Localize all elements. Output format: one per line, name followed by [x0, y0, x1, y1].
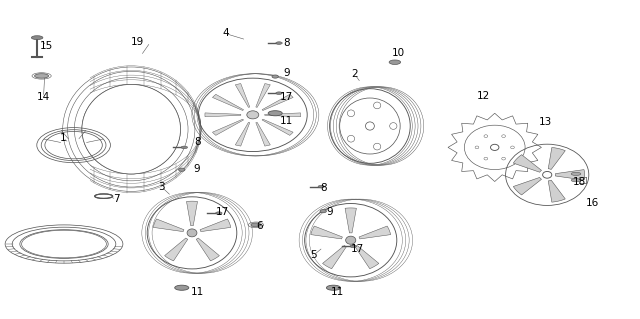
Polygon shape: [200, 219, 231, 232]
Polygon shape: [256, 122, 270, 146]
Ellipse shape: [31, 36, 43, 40]
Ellipse shape: [572, 179, 581, 182]
Polygon shape: [212, 94, 244, 110]
Polygon shape: [359, 226, 390, 239]
Text: 6: 6: [256, 221, 262, 232]
Text: 11: 11: [332, 287, 344, 297]
Polygon shape: [311, 226, 342, 239]
Text: 8: 8: [320, 183, 326, 193]
Polygon shape: [513, 155, 541, 172]
Text: 11: 11: [280, 116, 293, 126]
Ellipse shape: [22, 230, 106, 258]
Ellipse shape: [179, 168, 185, 171]
Ellipse shape: [247, 111, 259, 119]
Ellipse shape: [82, 85, 180, 174]
Ellipse shape: [318, 185, 324, 188]
Ellipse shape: [272, 75, 278, 78]
Text: 8: 8: [194, 137, 200, 147]
Polygon shape: [556, 170, 584, 180]
Ellipse shape: [346, 236, 356, 244]
Ellipse shape: [326, 285, 340, 290]
Text: 5: 5: [310, 250, 317, 260]
Polygon shape: [212, 119, 244, 135]
Text: 15: 15: [40, 41, 52, 51]
Ellipse shape: [572, 172, 581, 175]
Text: 14: 14: [37, 92, 50, 102]
Ellipse shape: [175, 285, 189, 290]
Polygon shape: [186, 201, 198, 226]
Polygon shape: [323, 246, 346, 269]
Ellipse shape: [251, 223, 261, 227]
Polygon shape: [196, 238, 220, 261]
Polygon shape: [265, 113, 301, 117]
Text: 16: 16: [586, 197, 598, 208]
Text: 8: 8: [284, 38, 290, 48]
Polygon shape: [256, 84, 270, 107]
Text: 3: 3: [158, 182, 164, 192]
Ellipse shape: [276, 92, 282, 94]
Polygon shape: [548, 147, 565, 169]
Text: 19: 19: [131, 37, 144, 47]
Ellipse shape: [389, 60, 401, 64]
Polygon shape: [236, 122, 250, 146]
Polygon shape: [205, 113, 241, 117]
Ellipse shape: [268, 111, 282, 116]
Polygon shape: [262, 94, 293, 110]
Polygon shape: [164, 238, 188, 261]
Polygon shape: [513, 177, 541, 195]
Ellipse shape: [181, 146, 188, 149]
Text: 9: 9: [326, 207, 333, 217]
Text: 18: 18: [573, 177, 586, 187]
Polygon shape: [548, 180, 565, 202]
Polygon shape: [153, 219, 184, 232]
Text: 17: 17: [280, 92, 293, 102]
Text: 12: 12: [477, 91, 490, 101]
Ellipse shape: [350, 245, 356, 248]
Text: 13: 13: [539, 117, 552, 128]
Text: 2: 2: [351, 69, 358, 79]
Ellipse shape: [276, 42, 282, 44]
Polygon shape: [355, 246, 379, 269]
Ellipse shape: [187, 229, 197, 237]
Polygon shape: [236, 84, 250, 107]
Text: 17: 17: [351, 244, 364, 254]
Text: 10: 10: [392, 48, 404, 58]
Text: 4: 4: [222, 28, 228, 39]
Polygon shape: [345, 208, 356, 233]
Polygon shape: [262, 119, 293, 135]
Text: 9: 9: [284, 68, 290, 78]
Ellipse shape: [35, 74, 49, 78]
Text: 9: 9: [194, 164, 200, 174]
Text: 1: 1: [60, 133, 66, 143]
Text: 17: 17: [216, 207, 229, 217]
Ellipse shape: [216, 212, 222, 214]
Ellipse shape: [320, 210, 326, 213]
Text: 7: 7: [113, 194, 120, 204]
Text: 11: 11: [191, 287, 204, 297]
